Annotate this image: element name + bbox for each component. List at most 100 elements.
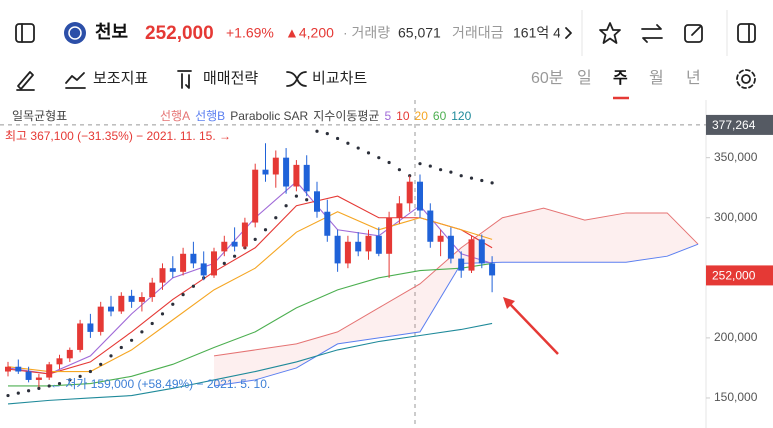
candle-body <box>262 169 269 175</box>
sar-dot <box>27 389 31 393</box>
candle-body <box>180 253 187 272</box>
stock-price: 252,000 <box>145 23 214 44</box>
settings-button[interactable] <box>736 69 756 89</box>
candle-body <box>231 241 238 247</box>
sar-dot <box>366 151 371 155</box>
panel-button[interactable] <box>737 23 756 43</box>
legend-entry: Parabolic SAR <box>230 109 308 123</box>
candle-body <box>25 371 32 380</box>
favorite-button[interactable] <box>599 22 621 44</box>
sar-dot <box>397 168 401 172</box>
sar-dot <box>336 136 340 141</box>
more-button[interactable] <box>565 27 572 39</box>
sar-dot <box>37 386 41 390</box>
candle-body <box>35 377 42 380</box>
candle-body <box>108 306 114 312</box>
price-tag-label: 252,000 <box>712 269 756 283</box>
indicator-line <box>213 207 699 357</box>
annotation: ← 저가 159,000 (+58.49%) − 2021. 5. 10. <box>50 377 270 391</box>
sar-dot <box>284 204 288 208</box>
sar-dot <box>387 160 391 165</box>
sar-dot <box>315 129 319 133</box>
sar-dot <box>346 141 350 145</box>
candle-body <box>169 268 176 272</box>
stock-logo-mark <box>68 26 82 40</box>
sidebar-button[interactable] <box>15 23 35 43</box>
sar-dot <box>469 176 474 180</box>
period-button[interactable]: 월 <box>649 69 664 87</box>
sar-dot <box>294 194 298 198</box>
sar-dot <box>222 261 226 265</box>
period-button[interactable]: 일 <box>577 69 592 87</box>
sar-dot <box>119 345 123 350</box>
price-tag-label: 377,264 <box>712 118 756 132</box>
candle-body <box>458 258 465 271</box>
sar-dot <box>428 164 432 168</box>
candle-body <box>406 181 413 204</box>
sar-dot <box>140 330 144 334</box>
sar-dot <box>263 228 268 232</box>
candle-body <box>159 268 166 283</box>
sar-dot <box>191 284 195 288</box>
sar-dot <box>459 174 463 178</box>
candle-body <box>241 222 248 247</box>
y-tick-label: 300,000 <box>714 210 758 224</box>
candle-body <box>489 263 496 276</box>
amount-value: 161억 4 <box>513 25 561 41</box>
candle-body <box>334 235 341 264</box>
edit-button[interactable] <box>684 24 703 43</box>
sar-dot <box>160 312 165 316</box>
sar-dot <box>490 181 494 185</box>
candle-body <box>324 211 331 236</box>
candle-body <box>396 203 403 218</box>
volume-label: · 거래량 <box>343 25 390 41</box>
sar-dot <box>480 178 484 183</box>
strategy-icon <box>177 70 192 89</box>
draw-button[interactable] <box>16 71 35 91</box>
sar-dot <box>449 170 453 174</box>
sar-dot <box>78 374 82 378</box>
indicator-line <box>7 322 493 405</box>
candle-body <box>97 306 104 332</box>
candle-body <box>427 210 434 242</box>
stock-name: 천보 <box>95 22 128 42</box>
candle-body <box>87 323 94 332</box>
sar-dot <box>109 354 113 358</box>
indicators-button[interactable]: 보조지표 <box>93 70 148 87</box>
compare-button[interactable]: 비교차트 <box>312 70 367 87</box>
period-button[interactable]: 년 <box>686 69 701 87</box>
sar-dot <box>356 146 360 150</box>
candle-body <box>447 235 454 259</box>
candle-body <box>138 297 145 302</box>
toolbar: 보조지표 매매전략 비교차트 60분 일 주 월 년 <box>16 69 756 100</box>
candle-body <box>211 251 217 276</box>
candle-body <box>386 217 393 254</box>
candle-body <box>314 191 320 212</box>
candle-body <box>303 164 310 192</box>
candle-body <box>149 282 156 298</box>
stock-logo <box>64 22 86 44</box>
sar-dot <box>377 156 381 160</box>
swap-button[interactable] <box>641 24 663 43</box>
candle-body <box>375 235 382 254</box>
y-tick-label: 200,000 <box>714 330 758 344</box>
legend-title: 지수이동평균 <box>313 109 379 123</box>
period-button[interactable]: 60분 <box>531 70 564 87</box>
change-percent: +1.69% <box>226 25 274 41</box>
strategy-button[interactable]: 매매전략 <box>203 70 258 87</box>
candle-body <box>200 263 207 276</box>
period-button-active[interactable]: 주 <box>613 69 628 87</box>
candle-body <box>190 253 197 264</box>
candle-body <box>128 295 135 302</box>
candle-body <box>77 323 84 350</box>
amount-label: 거래대금 <box>452 25 504 41</box>
sar-dot <box>408 174 412 178</box>
sar-dot <box>16 391 20 395</box>
sar-dot <box>47 384 51 388</box>
sar-dot <box>253 237 257 241</box>
sar-dot <box>325 132 329 136</box>
indicator-icon <box>65 72 86 89</box>
legend-entry: 60 <box>433 109 447 123</box>
sar-dot <box>150 321 154 326</box>
candle-body <box>293 164 300 187</box>
